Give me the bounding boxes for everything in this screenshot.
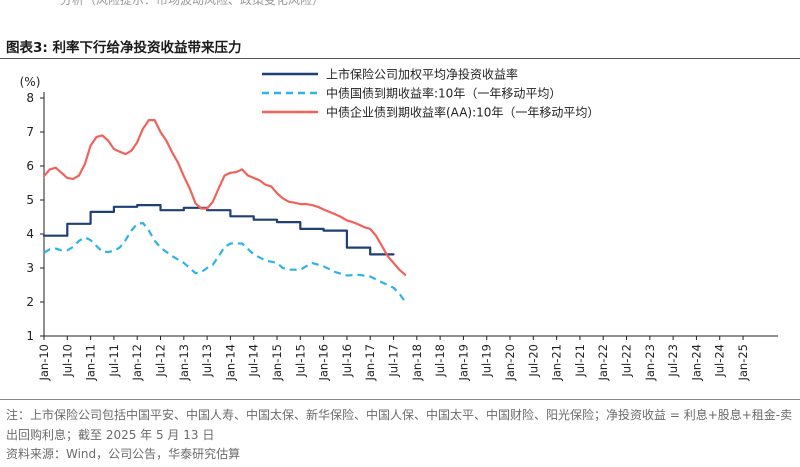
chart-note: 注：上市保险公司包括中国平安、中国人寿、中国太保、新华保险、中国人保、中国太平、… — [6, 408, 793, 442]
x-tick-label: Jul-21 — [573, 344, 587, 378]
legend-label-3: 中债企业债到期收益率(AA):10年（一年移动平均） — [326, 105, 599, 120]
chart-source: 资料来源：Wind，公司公告，华泰研究估算 — [6, 447, 241, 461]
x-tick-label: Jan-12 — [130, 344, 144, 382]
footer-divider — [0, 399, 800, 400]
x-tick-label: Jul-14 — [247, 344, 261, 378]
x-tick-label: Jan-16 — [317, 344, 331, 382]
y-axis-label: (%) — [20, 75, 41, 89]
x-tick-label: Jan-23 — [643, 344, 657, 382]
y-tick-label: 1 — [26, 329, 34, 343]
legend-label-1: 上市保险公司加权平均净投资收益率 — [326, 67, 518, 82]
series-line-2 — [43, 222, 407, 303]
series-line-3 — [42, 119, 407, 276]
y-tick-label: 6 — [26, 159, 34, 173]
x-tick-label: Jan-17 — [363, 344, 377, 382]
x-tick-label: Jul-16 — [340, 344, 354, 378]
x-tick-label: Jul-23 — [666, 344, 680, 378]
legend-label-2: 中债国债到期收益率:10年（一年移动平均） — [326, 86, 561, 101]
x-tick-label: Jan-11 — [84, 344, 98, 382]
figure-title: 图表3: 利率下行给净投资收益带来压力 — [6, 40, 242, 56]
series-line-1 — [42, 204, 395, 256]
x-tick-label: Jan-22 — [596, 344, 610, 382]
x-tick-label: Jan-25 — [736, 344, 750, 382]
x-tick-label: Jan-14 — [223, 344, 237, 382]
x-tick-label: Jul-24 — [713, 344, 727, 378]
chart-axes: (%) 1 2 3 4 5 6 7 8 Jan-10 Jul-10 Jan-11 Jul-11 Jan-1… — [20, 75, 778, 382]
x-tick-label: Jul-12 — [154, 344, 168, 378]
title-divider — [0, 58, 800, 59]
x-tick-label: Jul-18 — [433, 344, 447, 378]
header-fragment: 分析（风险提示：市场波动风险、政策变化风险） — [60, 0, 325, 7]
x-tick-label: Jan-21 — [550, 344, 564, 382]
x-tick-label: Jan-15 — [270, 344, 284, 382]
x-tick-label: Jul-20 — [526, 344, 540, 378]
x-tick-label: Jul-19 — [480, 344, 494, 378]
x-tick-label: Jan-20 — [503, 344, 517, 382]
x-tick-label: Jan-24 — [689, 344, 703, 382]
line-chart: (%) 1 2 3 4 5 6 7 8 Jan-10 Jul-10 Jan-11 Jul-11 Jan-1… — [20, 67, 778, 382]
y-tick-label: 7 — [26, 125, 34, 139]
y-tick-label: 5 — [26, 193, 34, 207]
x-tick-label: Jan-18 — [410, 344, 424, 382]
y-tick-label: 3 — [26, 261, 34, 275]
x-tick-label: Jul-10 — [60, 344, 74, 378]
x-tick-label: Jan-19 — [456, 344, 470, 382]
x-tick-label: Jan-10 — [37, 344, 51, 382]
y-tick-label: 4 — [26, 227, 34, 241]
y-tick-label: 8 — [26, 91, 34, 105]
x-tick-label: Jan-13 — [177, 344, 191, 382]
x-tick-label: Jul-17 — [387, 344, 401, 378]
x-tick-label: Jul-15 — [293, 344, 307, 378]
x-tick-label: Jul-13 — [200, 344, 214, 378]
x-tick-label: Jul-22 — [620, 344, 634, 378]
x-tick-label: Jul-11 — [107, 344, 121, 378]
y-tick-label: 2 — [26, 295, 34, 309]
chart-series — [42, 119, 407, 303]
